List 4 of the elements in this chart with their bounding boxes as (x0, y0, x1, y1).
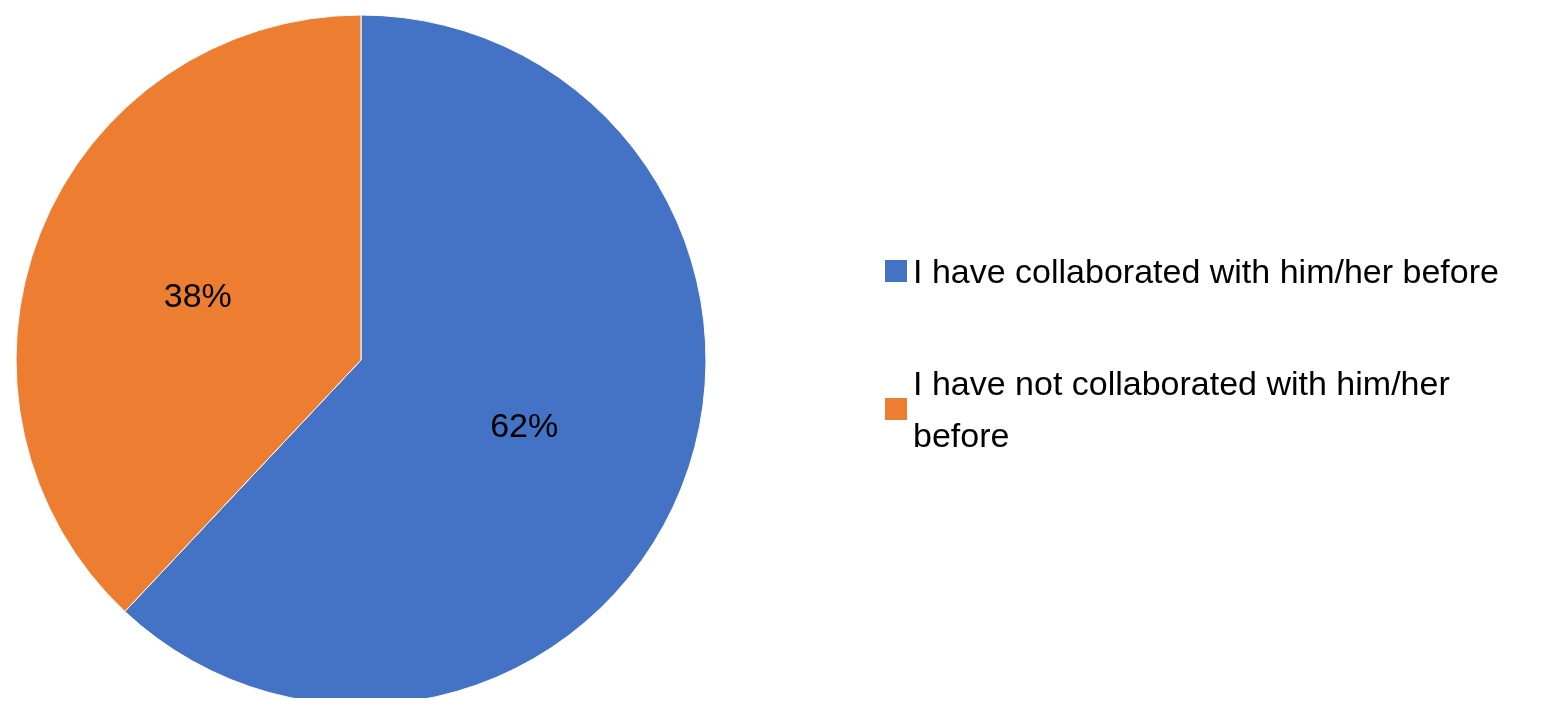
data-label: 38% (163, 276, 232, 315)
legend-label: I have not collaborated with him/her before (913, 364, 1460, 454)
data-label: 62% (490, 405, 559, 444)
legend-label: I have collaborated with him/her before (913, 252, 1499, 290)
